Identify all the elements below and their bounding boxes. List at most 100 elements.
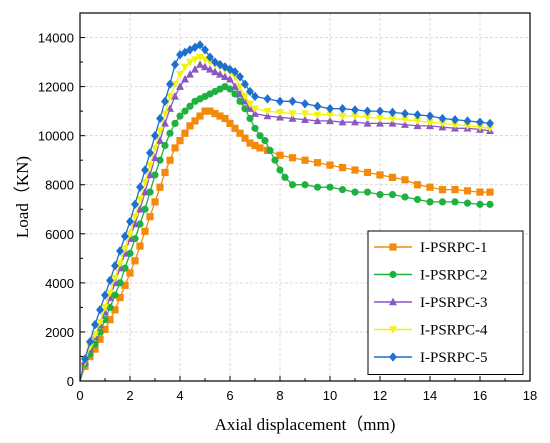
- data-point: [226, 64, 234, 75]
- y-axis-title: Load（KN): [13, 156, 32, 238]
- data-point: [241, 97, 249, 105]
- y-tick-label: 4000: [45, 276, 74, 291]
- data-point: [176, 82, 184, 90]
- data-point: [476, 117, 484, 127]
- data-point: [151, 198, 159, 206]
- data-point: [221, 72, 229, 81]
- data-point: [326, 183, 334, 191]
- data-point: [263, 111, 272, 120]
- data-point: [156, 113, 164, 124]
- data-point: [326, 116, 334, 125]
- data-point: [136, 182, 144, 192]
- data-point: [236, 72, 244, 82]
- data-point: [141, 187, 149, 196]
- data-point: [201, 107, 209, 115]
- data-point: [376, 115, 384, 123]
- data-point: [426, 183, 434, 191]
- data-point: [388, 115, 397, 123]
- legend-label: I-PSRPC-5: [420, 350, 488, 366]
- data-point: [486, 200, 494, 208]
- data-point: [151, 144, 159, 153]
- data-point: [171, 59, 179, 70]
- x-tick-label: 12: [373, 388, 387, 403]
- data-point: [241, 79, 249, 89]
- data-point: [236, 89, 244, 98]
- legend-entry: I-PSRPC-4: [374, 323, 488, 339]
- data-point: [186, 70, 194, 78]
- legend-label: I-PSRPC-2: [420, 268, 488, 284]
- data-point: [388, 190, 397, 199]
- data-point: [276, 151, 284, 159]
- data-point: [231, 124, 239, 132]
- axis-ticks: 0 2 4 6 8 10 12 14 16 18 0 2000 4000 6000 8000 10000 120…: [38, 31, 537, 403]
- data-point: [388, 173, 397, 181]
- data-point: [231, 73, 239, 82]
- data-point: [211, 109, 219, 118]
- data-point: [156, 156, 164, 164]
- data-point: [91, 345, 99, 353]
- data-point: [326, 104, 334, 114]
- data-point: [263, 94, 272, 104]
- data-point: [116, 246, 124, 256]
- data-point: [246, 86, 254, 97]
- x-tick-label: 14: [423, 388, 437, 403]
- data-point: [206, 107, 214, 115]
- data-point: [288, 96, 297, 106]
- data-point: [206, 65, 214, 73]
- x-tick-label: 6: [226, 388, 233, 403]
- data-point: [376, 171, 384, 179]
- data-point: [351, 112, 359, 121]
- data-point: [363, 119, 372, 127]
- y-tick-label: 8000: [45, 178, 74, 193]
- legend-label: I-PSRPC-4: [420, 323, 488, 339]
- data-point: [451, 121, 459, 129]
- data-point: [326, 161, 334, 169]
- data-point: [101, 325, 109, 334]
- data-point: [338, 112, 347, 121]
- y-tick-label: 2000: [45, 325, 74, 340]
- data-point: [426, 198, 434, 206]
- y-tick-label: 0: [67, 374, 74, 389]
- data-point: [351, 105, 359, 115]
- data-point: [426, 111, 434, 121]
- data-point: [211, 57, 219, 67]
- data-point: [186, 45, 194, 55]
- data-point: [111, 261, 119, 271]
- x-tick-label: 2: [126, 388, 133, 403]
- data-point: [276, 109, 284, 117]
- data-point: [338, 163, 347, 172]
- y-tick-label: 6000: [45, 227, 74, 242]
- x-tick-label: 4: [176, 388, 183, 403]
- data-point: [288, 114, 297, 122]
- data-point: [126, 230, 134, 239]
- data-point: [251, 91, 259, 102]
- data-point: [196, 60, 204, 68]
- data-point: [413, 181, 422, 189]
- data-point: [101, 304, 109, 312]
- data-point: [363, 188, 372, 196]
- data-point: [181, 47, 189, 57]
- data-point: [256, 144, 264, 152]
- data-point: [161, 96, 169, 106]
- x-tick-label: 10: [323, 388, 337, 403]
- data-point: [463, 187, 472, 195]
- data-point: [388, 107, 397, 118]
- data-point: [388, 119, 397, 127]
- data-point: [413, 110, 422, 120]
- data-point: [301, 115, 309, 123]
- data-point: [401, 120, 409, 128]
- data-point: [96, 305, 104, 315]
- data-point: [136, 242, 144, 250]
- data-point: [121, 245, 129, 253]
- data-point: [288, 154, 297, 162]
- data-point: [111, 291, 119, 299]
- data-point: [438, 198, 447, 206]
- data-point: [438, 120, 447, 128]
- data-point: [106, 275, 114, 286]
- data-point: [121, 231, 129, 241]
- data-point: [111, 274, 119, 283]
- data-point: [226, 74, 234, 83]
- data-point: [313, 111, 322, 120]
- data-point: [246, 100, 254, 109]
- x-tick-label: 0: [76, 388, 83, 403]
